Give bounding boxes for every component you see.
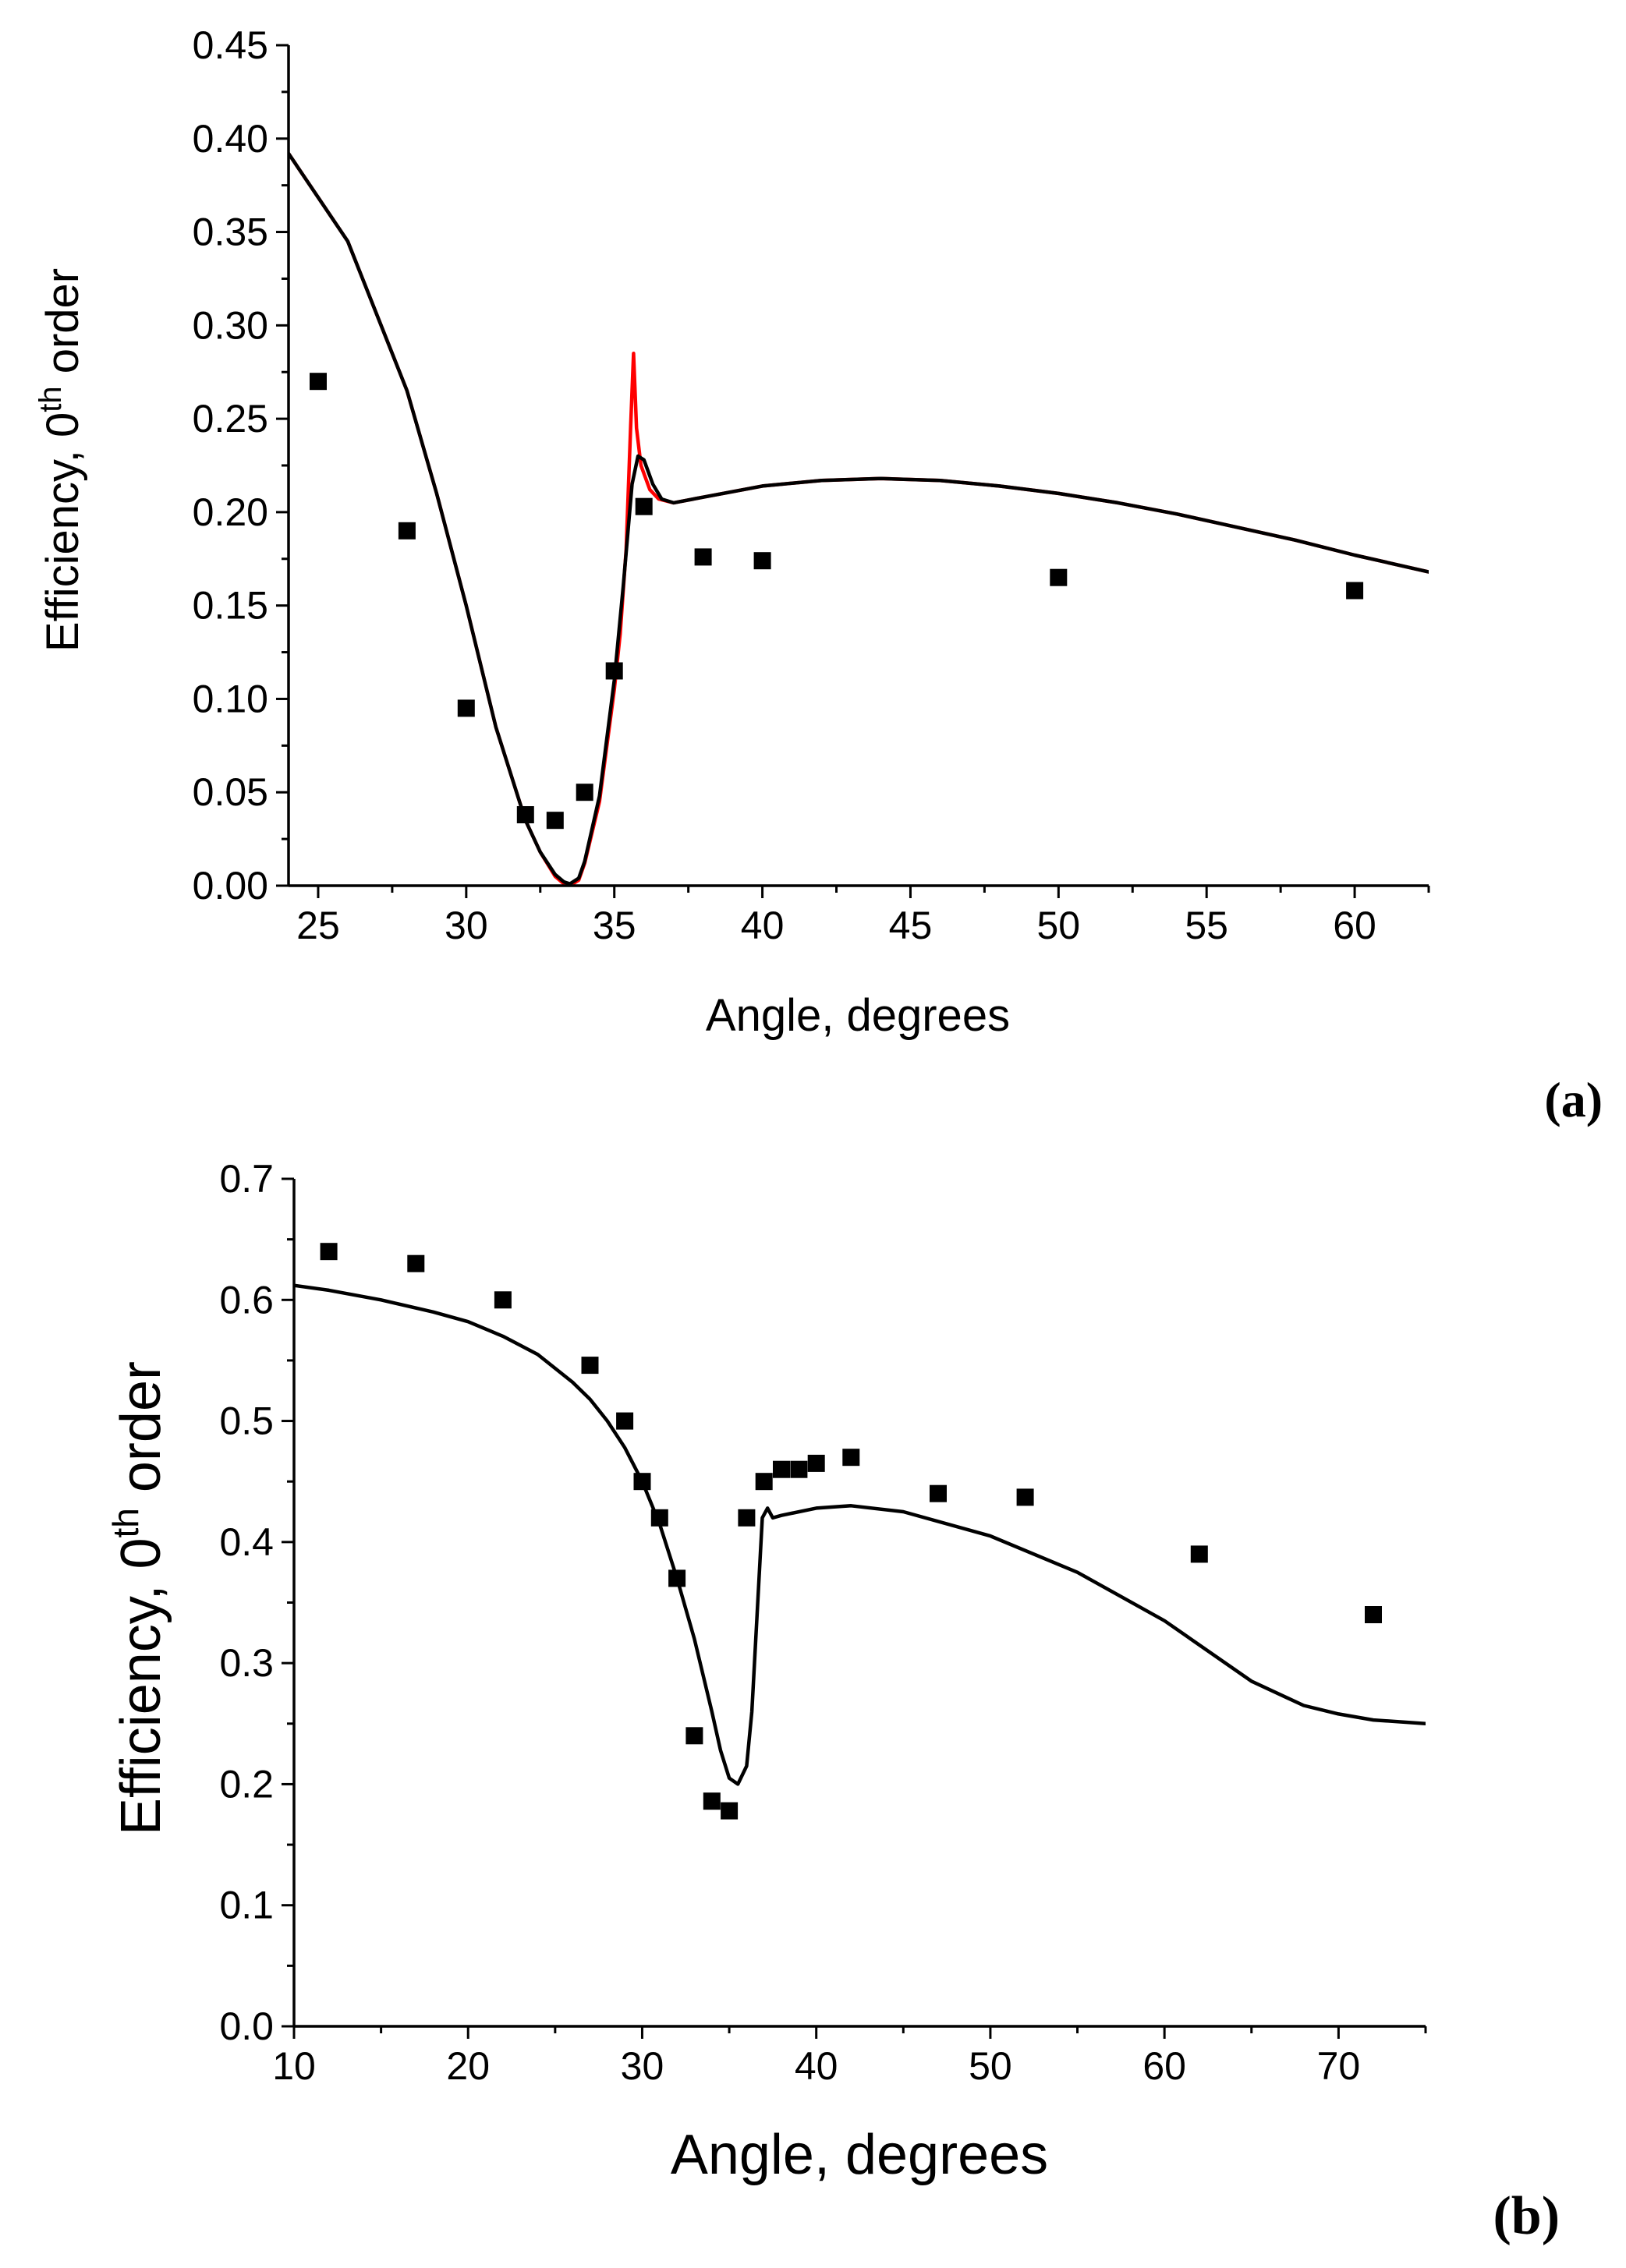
- data-point: [1346, 582, 1364, 600]
- data-point: [753, 552, 771, 570]
- y-tick-label: 0.6: [219, 1278, 274, 1322]
- data-point: [633, 1473, 651, 1491]
- x-tick-label: 45: [889, 904, 933, 947]
- panel-label-b: (b): [1493, 2186, 1560, 2246]
- x-tick-label: 40: [741, 904, 785, 947]
- data-point: [407, 1254, 425, 1272]
- series-experiment-points: [320, 1243, 1382, 1820]
- data-point: [581, 1357, 599, 1375]
- panel-label-a: (a): [1544, 1072, 1603, 1127]
- data-point: [1050, 568, 1068, 586]
- x-tick-label: 50: [1037, 904, 1081, 947]
- y-tick-labels-a: 0.00 0.05 0.10 0.15 0.20 0.25 0.30 0.35 0.40 0.45: [193, 23, 268, 908]
- x-tick-label: 25: [296, 904, 340, 947]
- series-line: [289, 151, 1429, 886]
- data-point: [516, 806, 534, 823]
- chart-panel-a: 25 30 35 40 45 50 55 60 0.00 0.05 0.10 0.15 0.20 0.2…: [34, 23, 1603, 1127]
- data-point: [755, 1473, 773, 1491]
- series-calculation-black: [289, 151, 1429, 886]
- y-axis-title-a: Efficiency, 0th order: [34, 268, 88, 652]
- data-point: [807, 1454, 825, 1472]
- x-tick-label: 20: [446, 2044, 490, 2088]
- y-tick-label: 0.40: [193, 117, 268, 161]
- x-tick-label: 60: [1142, 2044, 1186, 2088]
- y-tick-label: 0.10: [193, 677, 268, 720]
- axes-a: [276, 44, 1430, 898]
- y-tick-label: 0.35: [193, 211, 268, 254]
- x-tick-label: 40: [795, 2044, 838, 2088]
- series-calculation: [294, 1283, 1426, 1786]
- x-tick-label: 30: [621, 2044, 664, 2088]
- data-point: [668, 1569, 686, 1587]
- x-tick-labels-b: 10 20 30 40 50 60 70: [272, 2044, 1360, 2088]
- data-point: [721, 1802, 739, 1820]
- series-calculation-red: [289, 151, 1429, 886]
- data-point: [703, 1792, 721, 1810]
- y-tick-label: 0.0: [219, 2004, 274, 2048]
- data-point: [685, 1727, 703, 1745]
- x-axis-title-b: Angle, degrees: [671, 2124, 1048, 2186]
- data-point: [605, 662, 623, 680]
- y-axis-title-suffix-b: order: [110, 1361, 172, 1508]
- y-tick-label: 0.05: [193, 770, 268, 814]
- y-tick-labels-b: 0.0 0.1 0.2 0.3 0.4 0.5 0.6 0.7: [219, 1157, 274, 2048]
- y-tick-label: 0.2: [219, 1762, 274, 1806]
- data-point: [576, 784, 593, 801]
- y-tick-label: 0.25: [193, 397, 268, 441]
- panel-label-b-letter: b: [1511, 2186, 1542, 2246]
- x-tick-label: 35: [593, 904, 636, 947]
- data-point: [320, 1243, 338, 1261]
- data-point: [616, 1412, 634, 1430]
- data-point: [773, 1460, 790, 1478]
- y-axis-title-b: Efficiency, 0th order: [105, 1361, 172, 1835]
- data-point: [494, 1291, 512, 1309]
- y-axis-title-sup-b: th: [105, 1508, 146, 1537]
- y-axis-title-sup-a: th: [34, 386, 68, 412]
- y-tick-label: 0.3: [219, 1641, 274, 1685]
- x-tick-label: 30: [445, 904, 488, 947]
- data-point: [738, 1509, 756, 1527]
- y-tick-label: 0.30: [193, 303, 268, 347]
- data-point: [457, 699, 475, 717]
- series-line: [294, 1283, 1426, 1786]
- y-tick-label: 0.7: [219, 1157, 274, 1201]
- x-tick-label: 50: [969, 2044, 1012, 2088]
- data-point: [790, 1460, 808, 1478]
- data-point: [1016, 1488, 1034, 1506]
- data-point: [930, 1484, 947, 1502]
- x-axis-title-a: Angle, degrees: [706, 990, 1010, 1041]
- y-axis-title-main-b: Efficiency, 0: [110, 1537, 172, 1835]
- x-tick-label: 55: [1185, 904, 1228, 947]
- series-experiment-points: [310, 373, 1364, 830]
- x-tick-labels-a: 25 30 35 40 45 50 55 60: [296, 904, 1376, 947]
- data-point: [1365, 1606, 1382, 1623]
- y-tick-label: 0.4: [219, 1520, 274, 1564]
- y-tick-label: 0.1: [219, 1884, 274, 1927]
- y-tick-label: 0.20: [193, 490, 268, 534]
- y-tick-label: 0.00: [193, 864, 268, 908]
- y-axis-title-suffix-a: order: [37, 268, 88, 387]
- x-tick-label: 60: [1333, 904, 1376, 947]
- data-point: [635, 497, 653, 515]
- chart-panel-b: 10 20 30 40 50 60 70 0.00.10.20.30.40.50.60.7 …: [105, 1157, 1560, 2246]
- series-line: [289, 151, 1429, 886]
- data-point: [310, 373, 327, 391]
- y-tick-label: 0.45: [193, 23, 268, 67]
- axes-b: [282, 1177, 1427, 2039]
- panel-label-a-letter: a: [1561, 1072, 1586, 1127]
- y-tick-label: 0.5: [219, 1399, 274, 1443]
- data-point: [398, 522, 416, 540]
- x-tick-label: 10: [272, 2044, 316, 2088]
- data-point: [694, 548, 712, 566]
- x-tick-label: 70: [1317, 2044, 1361, 2088]
- data-point: [546, 812, 564, 830]
- y-axis-title-main-a: Efficiency, 0: [37, 412, 88, 652]
- y-tick-label: 0.15: [193, 584, 268, 628]
- data-point: [842, 1449, 860, 1467]
- data-point: [1190, 1545, 1208, 1563]
- data-point: [650, 1509, 668, 1527]
